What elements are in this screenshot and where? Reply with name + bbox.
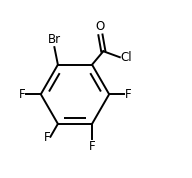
Text: Cl: Cl	[121, 51, 132, 64]
Text: Br: Br	[48, 33, 61, 46]
Text: F: F	[18, 88, 25, 101]
Text: F: F	[89, 140, 95, 153]
Text: F: F	[43, 131, 50, 144]
Text: F: F	[125, 88, 132, 101]
Text: O: O	[96, 20, 105, 33]
